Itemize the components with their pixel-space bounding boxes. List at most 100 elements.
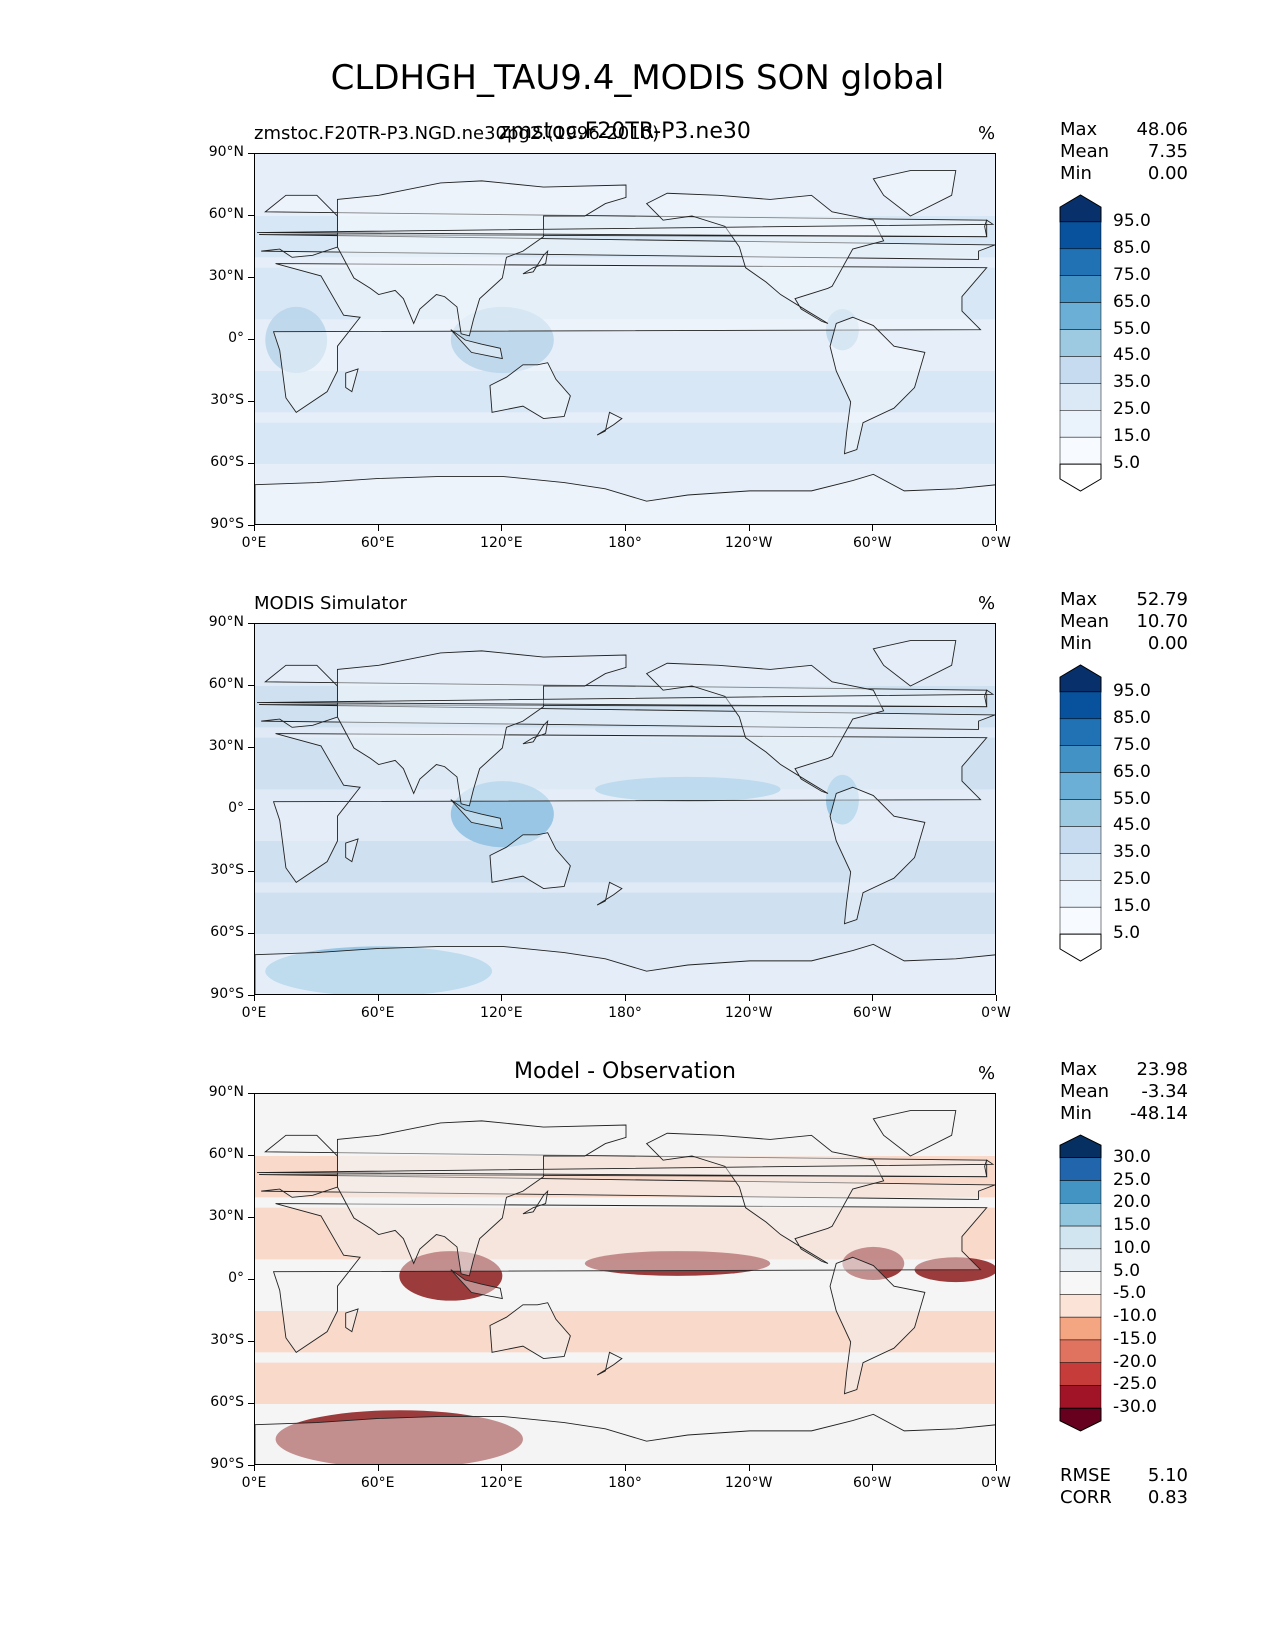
colorbar-segment xyxy=(1059,275,1102,303)
coastline-madagascar xyxy=(345,1308,359,1333)
lon-tick-label: 60°W xyxy=(852,535,892,551)
lon-tick-label: 180° xyxy=(608,535,642,551)
stat-label: Min xyxy=(1060,633,1092,654)
lat-tick-mark xyxy=(248,215,254,216)
lon-tick-label: 0°E xyxy=(241,1005,267,1021)
lat-tick-mark xyxy=(248,871,254,872)
coastline-asia xyxy=(336,650,627,807)
map-panel-ref xyxy=(254,623,996,995)
lat-tick-label: 90°N xyxy=(208,144,244,160)
coastline-antarctica xyxy=(255,473,995,524)
colorbar-segment xyxy=(1059,248,1102,276)
stat-value: 10.70 xyxy=(1136,611,1188,632)
colorbar-level-label: 15.0 xyxy=(1113,1215,1151,1236)
colorbar-level-label: 25.0 xyxy=(1113,399,1151,420)
colorbar-level-label: -25.0 xyxy=(1113,1374,1157,1395)
lon-tick-label: 120°E xyxy=(480,1005,523,1021)
lat-tick-mark xyxy=(248,747,254,748)
lon-tick-label: 0°W xyxy=(981,1005,1011,1021)
lon-tick-label: 180° xyxy=(608,1005,642,1021)
stat-mean: Mean 7.35 xyxy=(1060,141,1188,162)
field-feature xyxy=(584,1251,771,1276)
colorbar-segment xyxy=(1059,329,1102,357)
colorbar-extend-max xyxy=(1059,1134,1102,1159)
panel-title-center: Model - Observation xyxy=(514,1059,736,1084)
lat-tick-mark xyxy=(248,1403,254,1404)
lat-tick-label: 60°N xyxy=(208,676,244,692)
lon-tick-mark xyxy=(377,1465,379,1471)
colorbar-level-label: 35.0 xyxy=(1113,372,1151,393)
metric-value: 0.83 xyxy=(1147,1487,1188,1508)
coastline-nz xyxy=(596,1351,623,1376)
field-feature xyxy=(450,306,554,374)
colorbar-segment xyxy=(1059,691,1102,720)
coastline-europe xyxy=(259,194,995,260)
lat-tick-label: 60°S xyxy=(210,1394,244,1410)
colorbar-segment xyxy=(1059,853,1102,881)
lon-tick-mark xyxy=(625,525,626,531)
lon-tick-mark xyxy=(501,525,503,531)
lon-tick-mark xyxy=(996,995,997,1001)
colorbar-extend-min xyxy=(1059,463,1102,492)
lon-tick-mark xyxy=(748,995,750,1001)
metric-label: RMSE xyxy=(1060,1465,1111,1486)
lat-tick-label: 0° xyxy=(228,800,244,816)
colorbar-level-label: -30.0 xyxy=(1113,1397,1157,1418)
colorbar-level-label: 20.0 xyxy=(1113,1192,1151,1213)
colorbar-segment xyxy=(1059,356,1102,384)
coastline-australia xyxy=(489,1302,571,1359)
lon-tick-mark xyxy=(254,1465,255,1471)
colorbar-segment xyxy=(1059,799,1102,827)
colorbar xyxy=(1059,1134,1102,1432)
colorbar-level-label: -5.0 xyxy=(1113,1283,1147,1304)
lat-tick-mark xyxy=(248,809,254,810)
colorbar-segment xyxy=(1059,383,1102,411)
colorbar-level-label: 65.0 xyxy=(1113,761,1151,782)
field-feature xyxy=(275,1410,523,1464)
colorbar-segment xyxy=(1059,1157,1102,1181)
colorbar-segment xyxy=(1059,772,1102,800)
lat-tick-label: 90°N xyxy=(208,1084,244,1100)
colorbar-level-label: -10.0 xyxy=(1113,1306,1157,1327)
lon-tick-mark xyxy=(254,995,255,1001)
coastline-asia xyxy=(336,180,627,337)
lat-tick-mark xyxy=(248,277,254,278)
map-svg xyxy=(255,154,995,524)
lat-tick-mark xyxy=(248,1465,254,1466)
field-band xyxy=(255,422,995,464)
stat-value: 7.35 xyxy=(1147,141,1188,162)
lat-tick-mark xyxy=(248,401,254,402)
lat-tick-label: 30°N xyxy=(208,738,244,754)
colorbar-level-label: 55.0 xyxy=(1113,318,1151,339)
stat-max: Max 23.98 xyxy=(1060,1059,1188,1080)
lat-tick-mark xyxy=(248,995,254,996)
coastline-africa xyxy=(272,1203,988,1353)
coastline-samerica xyxy=(829,316,926,455)
lat-tick-label: 30°S xyxy=(210,392,244,408)
coastline-africa xyxy=(272,263,988,413)
panel-title-center: zmstoc.F20TR-P3.ne30 xyxy=(499,119,751,144)
lon-tick-mark xyxy=(996,1465,997,1471)
lat-tick-label: 30°S xyxy=(210,862,244,878)
colorbar-segment xyxy=(1059,880,1102,908)
lat-tick-mark xyxy=(248,1093,254,1094)
lon-tick-mark xyxy=(872,1465,874,1471)
colorbar-level-label: 75.0 xyxy=(1113,734,1151,755)
lat-tick-label: 60°N xyxy=(208,1146,244,1162)
lon-tick-mark xyxy=(748,525,750,531)
colorbar-level-label: 5.0 xyxy=(1113,923,1141,944)
colorbar-segment xyxy=(1059,1225,1102,1250)
lat-tick-label: 0° xyxy=(228,1270,244,1286)
stat-label: Min xyxy=(1060,163,1092,184)
colorbar-segment xyxy=(1059,826,1102,854)
lon-tick-mark xyxy=(501,995,503,1001)
colorbar-extend-max xyxy=(1059,664,1102,693)
field-feature xyxy=(450,781,554,848)
lon-tick-label: 180° xyxy=(608,1475,642,1491)
coastline-uk xyxy=(257,1159,995,1178)
stat-value: 23.98 xyxy=(1136,1059,1188,1080)
stat-max: Max 48.06 xyxy=(1060,119,1188,140)
colorbar-level-label: 5.0 xyxy=(1113,1260,1141,1281)
coastline-antarctica xyxy=(255,943,995,994)
metric-rmse: RMSE 5.10 xyxy=(1060,1465,1188,1486)
